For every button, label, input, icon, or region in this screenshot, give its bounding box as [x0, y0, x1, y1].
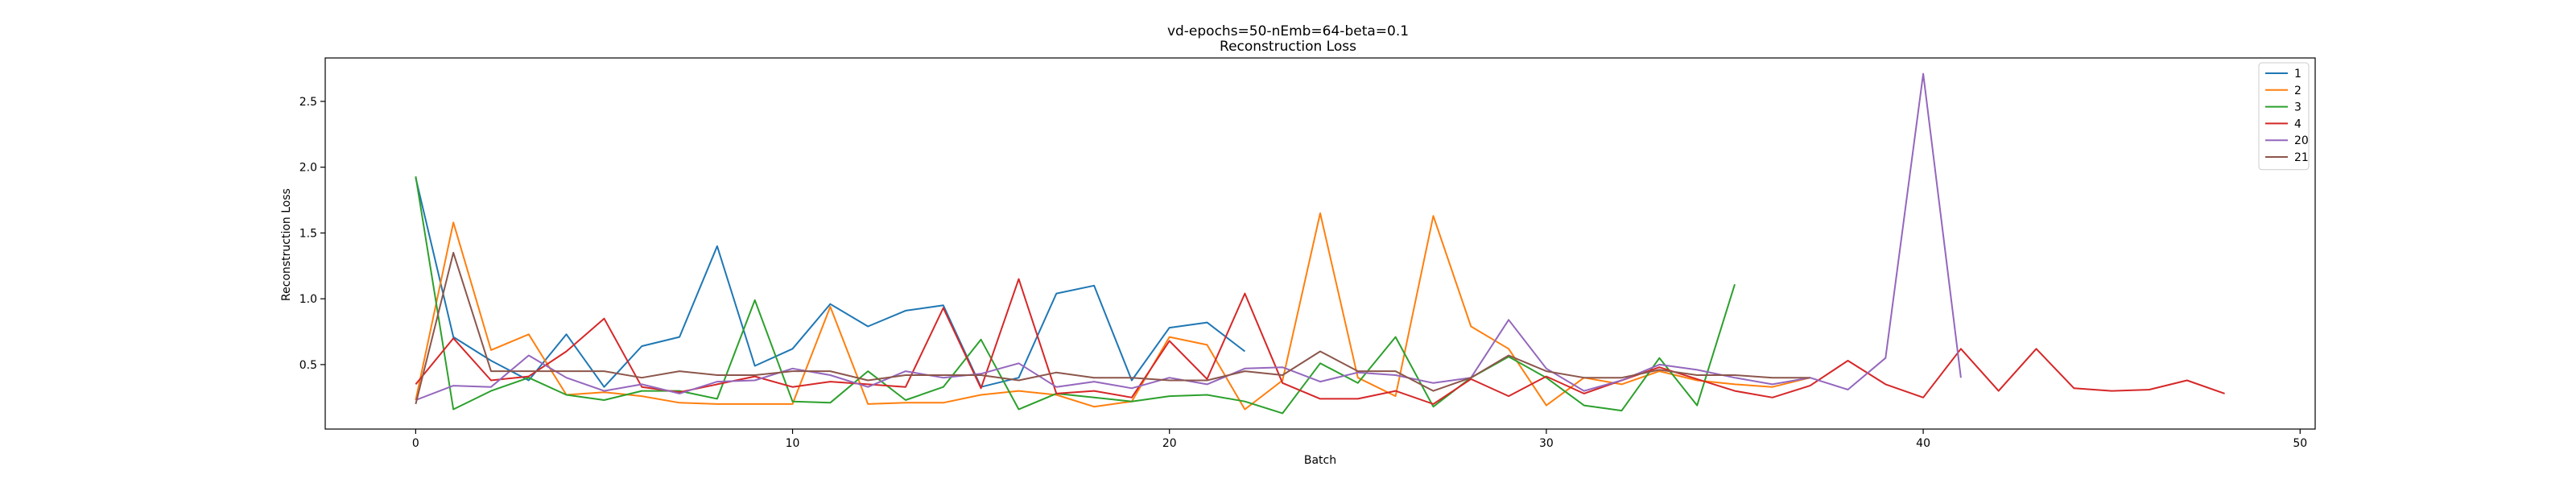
series-line-3 [415, 175, 1736, 415]
chart-title: vd-epochs=50-nEmb=64-beta=0.1 [1167, 23, 1409, 39]
legend-label-3: 3 [2294, 101, 2301, 114]
y-tick-label: 0.5 [299, 359, 317, 372]
y-tick-label: 2.0 [299, 162, 317, 175]
x-tick-label: 10 [786, 437, 800, 450]
x-axis-label: Batch [1304, 454, 1336, 467]
x-axis: 0 10 20 30 40 50 [412, 429, 2307, 450]
series-line-4 [415, 278, 2225, 405]
x-tick-label: 20 [1162, 437, 1177, 450]
y-tick-label: 2.5 [299, 96, 317, 109]
x-tick-label: 40 [1916, 437, 1930, 450]
y-axis: 0.5 1.0 1.5 2.0 2.5 [299, 96, 325, 372]
x-tick-label: 30 [1539, 437, 1554, 450]
plot-frame [324, 57, 2316, 430]
legend-label-20: 20 [2294, 134, 2309, 147]
series-line-21 [415, 251, 1810, 405]
series-line-2 [415, 212, 1810, 411]
chart-subtitle: Reconstruction Loss [1220, 39, 1356, 55]
y-axis-label: Reconstruction Loss [280, 188, 293, 301]
y-tick-label: 1.0 [299, 293, 317, 306]
plot-area [324, 57, 2316, 430]
x-tick-label: 0 [412, 437, 419, 450]
legend-label-2: 2 [2294, 85, 2301, 97]
legend-label-21: 21 [2294, 151, 2309, 164]
x-tick-label: 50 [2293, 437, 2307, 450]
series-layer [415, 72, 2225, 415]
y-tick-label: 1.5 [299, 227, 317, 240]
legend-label-4: 4 [2294, 118, 2301, 130]
legend-label-1: 1 [2294, 68, 2301, 80]
legend: 1 2 3 4 20 21 [2258, 62, 2310, 171]
series-line-1 [415, 177, 1246, 388]
